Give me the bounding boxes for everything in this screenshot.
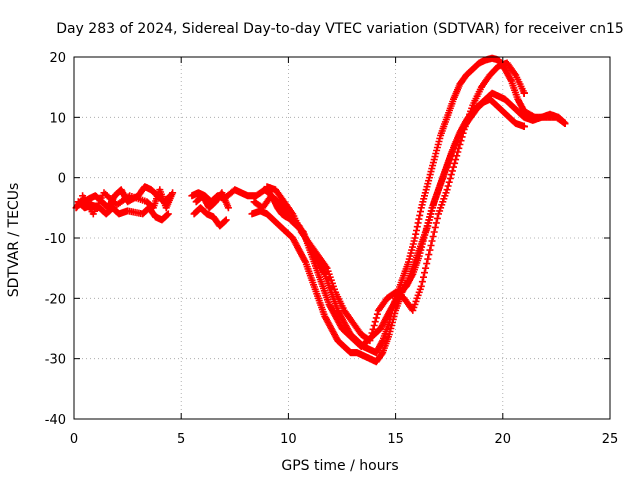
data-point [520,89,528,97]
data-point [370,322,378,329]
data-point [431,223,439,231]
y-axis-label: SDTVAR / TECUs [6,183,22,298]
data-point [418,278,426,286]
data-point [301,257,309,265]
data-point [459,129,467,137]
data-point [433,214,441,222]
data-point [457,137,465,145]
data-point [417,282,425,290]
data-point [420,273,427,281]
x-axis-label: GPS time / hours [281,458,398,474]
axis-ticks: 0 5 10 15 20 25 -40 -30 -20 -10 0 10 20 [45,51,619,447]
data-point [428,237,436,245]
data-point [511,70,519,78]
data-point [454,148,462,156]
data-point [455,144,463,152]
data-point [430,228,438,236]
data-point [445,178,453,186]
x-tick-label: 25 [602,432,619,447]
data-point [371,318,379,326]
data-point [222,216,230,224]
data-point [446,174,454,182]
x-tick-label: 10 [280,432,297,447]
y-tick-label: 20 [49,51,66,66]
data-point [429,233,437,240]
data-point [415,215,423,223]
data-point [451,159,459,167]
data-point [368,329,376,337]
data-point [322,263,330,271]
data-point [520,122,528,130]
data-point [169,189,177,197]
data-point [453,152,461,160]
data-point [373,310,381,318]
data-points [72,54,569,366]
data-point [456,141,464,148]
data-point [458,133,466,141]
x-tick-label: 0 [70,432,78,447]
series-track-d [263,59,528,345]
data-point [427,242,435,249]
y-tick-label: 10 [49,111,66,126]
x-tick-label: 15 [387,432,404,447]
data-point [369,325,377,333]
data-point [378,338,386,346]
data-point [413,223,421,231]
x-tick-label: 5 [177,432,185,447]
data-point [372,314,380,322]
data-point [288,208,296,216]
data-point [224,204,232,212]
x-tick-label: 20 [495,432,512,447]
chart-title: Day 283 of 2024, Sidereal Day-to-day VTE… [56,21,624,37]
data-point [411,234,419,242]
data-point [367,333,375,341]
y-tick-label: -20 [45,292,66,307]
y-tick-label: -10 [45,232,66,247]
data-point [424,255,432,263]
data-point [421,269,428,277]
data-point [422,264,430,272]
data-point [164,210,172,218]
data-point [423,260,431,268]
data-point [443,186,451,194]
data-point [448,167,456,175]
y-tick-label: -40 [45,413,66,428]
data-point [432,219,440,227]
data-point [366,337,374,345]
data-point [426,246,434,254]
data-point [561,119,569,127]
data-point [408,272,416,280]
y-tick-label: -30 [45,353,66,368]
data-point [450,163,457,171]
data-point [444,182,452,190]
y-tick-label: 0 [58,172,66,187]
data-point [452,156,460,164]
data-point [447,171,455,179]
data-point [425,251,433,259]
